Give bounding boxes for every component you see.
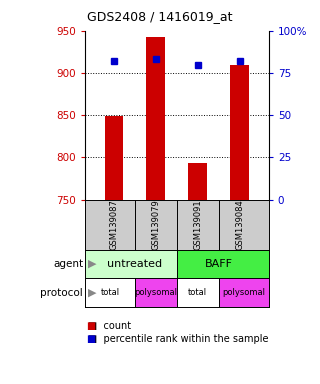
Text: polysomal: polysomal [222, 288, 265, 297]
Text: GSM139079: GSM139079 [151, 199, 160, 250]
Text: total: total [100, 288, 119, 297]
Bar [177, 278, 219, 307]
Text: GSM139091: GSM139091 [193, 199, 202, 250]
Bar [177, 250, 269, 278]
Bar [219, 278, 269, 307]
Text: ▶: ▶ [88, 288, 97, 298]
Text: agent: agent [53, 259, 83, 269]
Bar [230, 65, 249, 200]
Text: untreated: untreated [108, 259, 163, 269]
Bar [105, 116, 124, 200]
Text: GSM139087: GSM139087 [109, 199, 119, 250]
Text: protocol: protocol [40, 288, 83, 298]
Bar [188, 163, 207, 200]
Text: ■  count: ■ count [88, 321, 131, 331]
Text: ■: ■ [86, 334, 96, 344]
Text: BAFF: BAFF [204, 259, 233, 269]
Text: polysomal: polysomal [134, 288, 177, 297]
Bar [135, 278, 177, 307]
Bar [85, 278, 135, 307]
Text: GSM139084: GSM139084 [235, 199, 244, 250]
Text: GDS2408 / 1416019_at: GDS2408 / 1416019_at [87, 10, 233, 23]
Bar [85, 250, 177, 278]
Bar [147, 38, 165, 200]
Text: ■  percentile rank within the sample: ■ percentile rank within the sample [88, 334, 268, 344]
Text: total: total [188, 288, 207, 297]
Text: ▶: ▶ [88, 259, 97, 269]
Text: ■: ■ [86, 321, 96, 331]
